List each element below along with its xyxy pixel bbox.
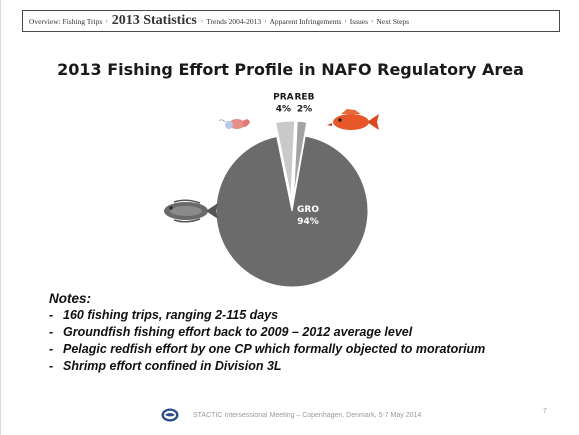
shrimp-icon — [218, 119, 250, 129]
list-item: Pelagic redfish effort by one CP which f… — [49, 341, 569, 358]
pie-slice-reb — [293, 120, 308, 198]
page-number: 7 — [543, 408, 547, 415]
footer: STACTIC Intersessional Meeting – Copenha… — [161, 408, 421, 422]
notes-list: 160 fishing trips, ranging 2-115 days Gr… — [49, 307, 569, 375]
nav-separator: › — [371, 17, 374, 25]
nav-item-issues[interactable]: Issues — [349, 16, 369, 26]
nav-separator: › — [105, 17, 108, 25]
pie-chart: GRO 94% PRA 4% REB 2% — [164, 92, 379, 288]
slice-value-gro: 94% — [297, 217, 319, 227]
nav-item-trends[interactable]: Trends 2004-2013 — [206, 16, 262, 26]
redfish-icon — [327, 109, 379, 130]
footer-text: STACTIC Intersessional Meeting – Copenha… — [193, 411, 422, 419]
nav-item-infringements[interactable]: Apparent Infringements — [269, 16, 342, 26]
slice-value-reb: 2% — [297, 105, 312, 115]
nav-item-overview[interactable]: Overview: Fishing Trips — [29, 16, 103, 26]
slice-label-reb: REB — [295, 93, 315, 103]
nav-item-next-steps[interactable]: Next Steps — [376, 16, 410, 26]
notes-title: Notes: — [49, 291, 92, 306]
pie-slice-gro — [215, 135, 369, 288]
nav-item-2013-statistics[interactable]: 2013 Statistics — [111, 13, 197, 28]
list-item: 160 fishing trips, ranging 2-115 days — [49, 307, 569, 324]
groundfish-icon — [164, 199, 218, 223]
nav-separator: › — [200, 17, 204, 25]
nav-separator: › — [344, 17, 347, 25]
nav-separator: › — [264, 17, 267, 25]
list-item: Groundfish fishing effort back to 2009 –… — [49, 324, 569, 341]
breadcrumb-nav: Overview: Fishing Trips › 2013 Statistic… — [22, 10, 560, 32]
list-item: Shrimp effort confined in Division 3L — [49, 358, 569, 375]
pie-slice-pra — [275, 120, 296, 198]
slice-label-pra: PRA — [273, 92, 294, 102]
nafo-logo-icon — [161, 408, 179, 422]
chart-title: 2013 Fishing Effort Profile in NAFO Regu… — [57, 60, 524, 79]
slice-value-pra: 4% — [276, 104, 291, 114]
notes-section: Notes: 160 fishing trips, ranging 2-115 … — [49, 290, 569, 375]
slice-label-gro: GRO — [297, 205, 319, 215]
